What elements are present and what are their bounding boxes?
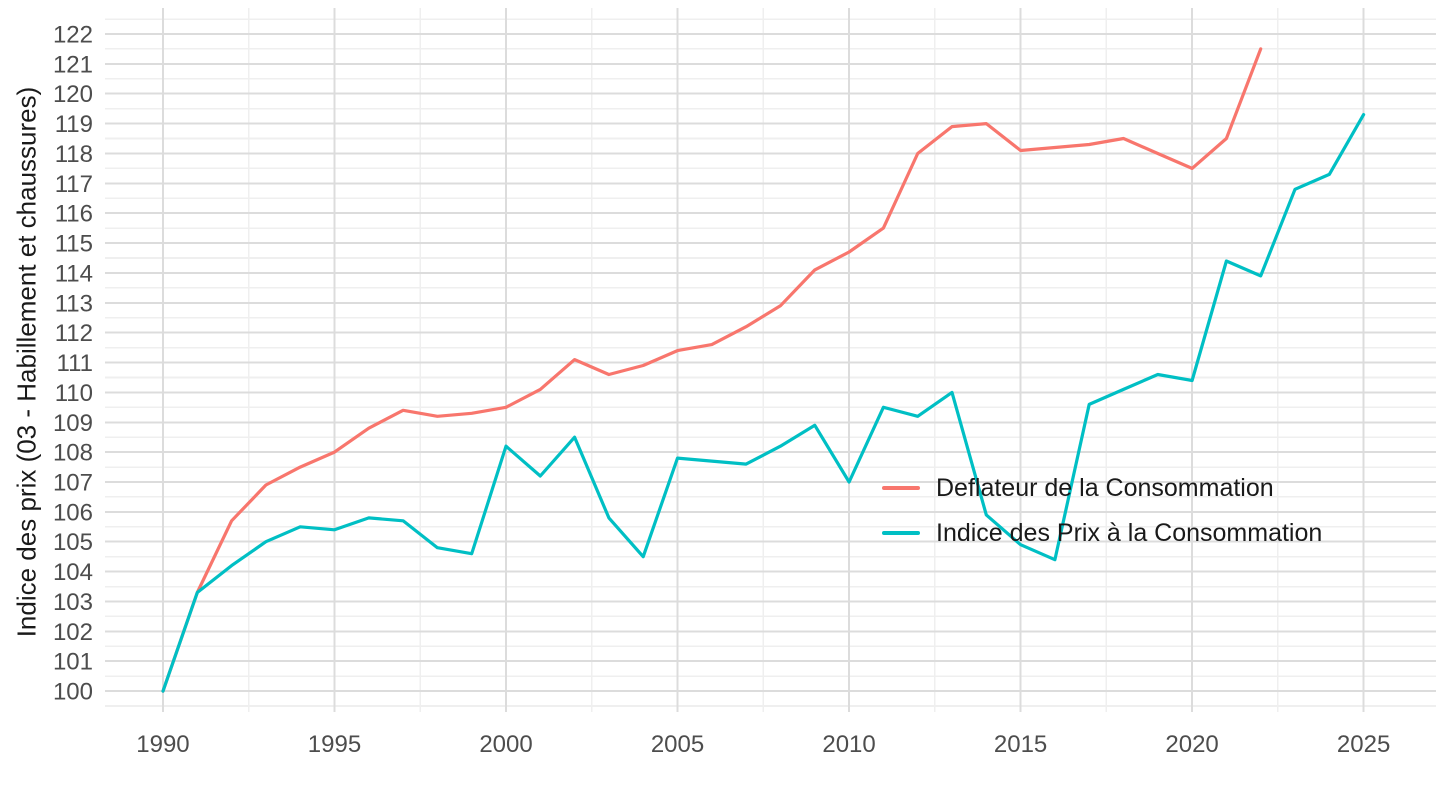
y-tick-label: 104 bbox=[53, 559, 93, 586]
y-tick-label: 100 bbox=[53, 679, 93, 706]
y-tick-label: 109 bbox=[53, 410, 93, 437]
y-tick-label: 119 bbox=[55, 111, 93, 138]
y-tick-label: 101 bbox=[53, 649, 93, 676]
x-tick-label: 2010 bbox=[822, 731, 875, 758]
legend-label-deflateur: Deflateur de la Consommation bbox=[936, 473, 1274, 502]
y-tick-label: 122 bbox=[53, 21, 93, 48]
x-tick-label: 2020 bbox=[1165, 731, 1218, 758]
y-tick-label: 112 bbox=[55, 320, 93, 347]
y-tick-label: 116 bbox=[55, 201, 93, 228]
y-tick-label: 108 bbox=[53, 440, 93, 467]
series-line-deflateur-consommation bbox=[161, 47, 1263, 693]
grid-minor bbox=[105, 8, 1436, 712]
y-tick-label: 117 bbox=[55, 171, 93, 198]
grid-major bbox=[105, 8, 1436, 712]
legend-label-ipc: Indice des Prix à la Consommation bbox=[936, 518, 1323, 547]
series-line-indice-prix-consommation bbox=[161, 112, 1366, 693]
x-tick-label: 2015 bbox=[994, 731, 1047, 758]
legend-key-line-deflateur bbox=[882, 486, 920, 490]
x-tick-label: 2025 bbox=[1337, 731, 1390, 758]
y-tick-label: 110 bbox=[55, 380, 93, 407]
legend-item-deflateur: Deflateur de la Consommation bbox=[882, 470, 1322, 506]
y-tick-label: 107 bbox=[53, 470, 93, 497]
x-axis-tick-labels: 1990 1995 2000 2005 2010 2015 2020 2025 bbox=[136, 731, 1390, 758]
y-tick-label: 115 bbox=[55, 231, 93, 258]
y-tick-label: 121 bbox=[53, 51, 93, 78]
y-tick-label: 111 bbox=[57, 350, 93, 377]
y-tick-label: 106 bbox=[53, 499, 93, 526]
x-tick-label: 1995 bbox=[308, 731, 361, 758]
x-tick-label: 2000 bbox=[479, 731, 532, 758]
y-tick-label: 114 bbox=[55, 260, 93, 287]
y-tick-label: 102 bbox=[53, 619, 93, 646]
legend: Deflateur de la Consommation Indice des … bbox=[882, 470, 1322, 560]
y-axis-title: Indice des prix (03 - Habillement et cha… bbox=[11, 86, 42, 638]
y-tick-label: 113 bbox=[55, 290, 93, 317]
y-tick-label: 120 bbox=[53, 81, 93, 108]
y-tick-label: 103 bbox=[53, 589, 93, 616]
x-tick-label: 2005 bbox=[651, 731, 704, 758]
legend-item-ipc: Indice des Prix à la Consommation bbox=[882, 515, 1322, 551]
y-tick-label: 105 bbox=[53, 529, 93, 556]
legend-key-line-ipc bbox=[882, 531, 920, 535]
y-tick-label: 118 bbox=[55, 141, 93, 168]
x-tick-label: 1990 bbox=[136, 731, 189, 758]
